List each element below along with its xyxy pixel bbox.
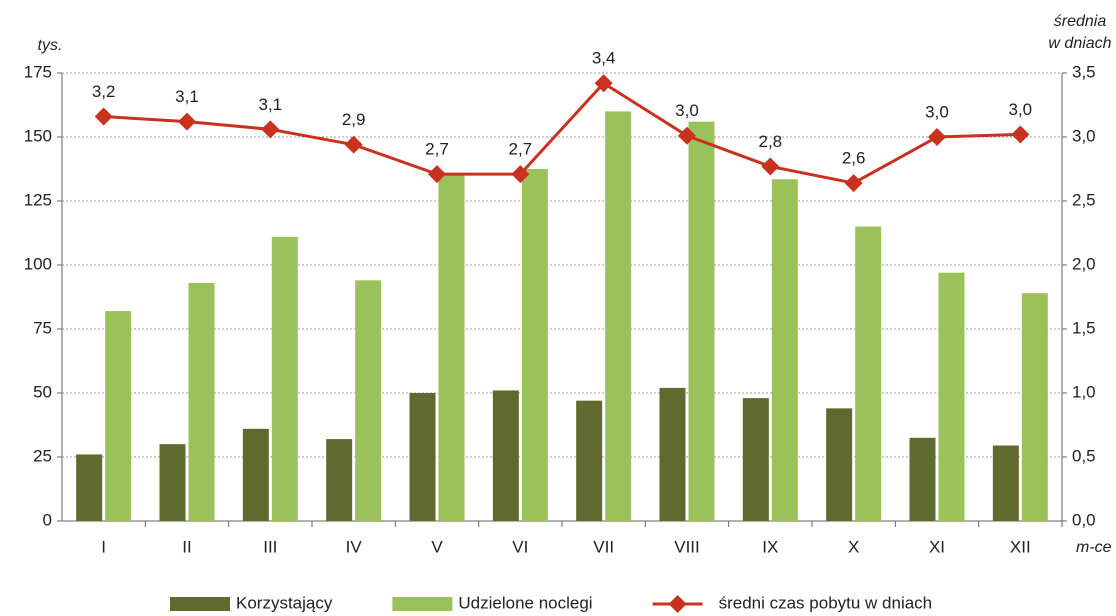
marker (844, 174, 863, 193)
y2-tick-label: 0,5 (1072, 446, 1096, 465)
marker (594, 74, 613, 93)
y-tick-label: 25 (33, 446, 52, 465)
legend-label: Korzystający (236, 593, 333, 612)
bar (576, 400, 603, 521)
bar (826, 408, 853, 521)
data-label: 2,9 (342, 110, 366, 129)
y2-tick-label: 2,0 (1072, 254, 1096, 273)
data-label: 2,6 (842, 149, 866, 168)
marker (94, 107, 113, 126)
y2-tick-label: 2,5 (1072, 190, 1096, 209)
bar (688, 121, 715, 521)
x-tick-label: XI (929, 537, 945, 556)
bar (355, 280, 382, 521)
bar (521, 169, 548, 521)
legend-marker (668, 595, 687, 613)
bar (492, 390, 519, 521)
bar (771, 179, 798, 522)
data-label: 3,2 (92, 82, 116, 101)
data-label: 3,0 (1009, 100, 1033, 119)
bar (742, 398, 769, 521)
y-tick-label: 175 (24, 62, 52, 81)
bar (326, 439, 353, 521)
marker (261, 120, 280, 139)
y2-tick-label: 1,0 (1072, 382, 1096, 401)
y-tick-label: 150 (24, 126, 52, 145)
y2-tick-label: 0,0 (1072, 510, 1096, 529)
data-label: 2,7 (509, 140, 533, 159)
bar (105, 311, 132, 521)
legend-label: Udzielone noclegi (458, 593, 592, 612)
data-label: 3,0 (675, 101, 699, 120)
bar (1021, 293, 1048, 521)
data-label: 3,1 (175, 87, 199, 106)
data-label: 2,8 (759, 132, 783, 151)
bar (938, 272, 965, 521)
bar (438, 175, 465, 521)
legend-label: średni czas pobytu w dniach (719, 593, 933, 612)
x-tick-label: VIII (674, 537, 700, 556)
x-tick-label: II (182, 537, 191, 556)
bar (242, 428, 269, 521)
y2-tick-label: 3,5 (1072, 62, 1096, 81)
bar (659, 387, 686, 521)
bar (605, 111, 632, 522)
bar (76, 454, 103, 521)
bar (992, 445, 1019, 521)
marker (344, 135, 363, 154)
x-tick-label: IV (346, 537, 363, 556)
marker (678, 126, 696, 145)
marker (511, 165, 530, 184)
x-tick-label: VII (593, 537, 614, 556)
x-axis-label: m-ce (1076, 539, 1112, 556)
bar (159, 444, 186, 521)
y-tick-label: 0 (43, 510, 52, 529)
bar (188, 282, 215, 521)
bar (909, 437, 936, 521)
y2-tick-label: 1,5 (1072, 318, 1096, 337)
legend-swatch (170, 597, 230, 611)
y-tick-label: 75 (33, 318, 52, 337)
bar (855, 226, 882, 521)
data-label: 3,0 (925, 102, 949, 121)
marker (761, 157, 780, 176)
marker (428, 165, 446, 184)
y2-axis-label: w dniach (1048, 35, 1111, 52)
marker (178, 112, 196, 131)
line (103, 81, 1021, 185)
y2-tick-label: 3,0 (1072, 126, 1096, 145)
x-tick-label: VI (512, 537, 528, 556)
data-label: 3,4 (592, 49, 616, 68)
y-tick-label: 125 (24, 190, 52, 209)
x-tick-label: X (848, 537, 859, 556)
x-tick-label: XII (1010, 537, 1031, 556)
marker (928, 128, 946, 146)
data-label: 2,7 (425, 140, 449, 159)
bar (409, 393, 436, 521)
y2-axis-label: średnia (1054, 13, 1107, 30)
x-tick-label: IX (762, 537, 778, 556)
x-tick-label: V (431, 537, 443, 556)
data-label: 3,1 (259, 95, 283, 114)
y-axis-label: tys. (38, 37, 63, 54)
x-tick-label: I (101, 537, 106, 556)
bar (271, 236, 298, 521)
y-tick-label: 50 (33, 382, 52, 401)
x-tick-label: III (263, 537, 277, 556)
legend-swatch (392, 597, 453, 611)
marker (1011, 125, 1030, 144)
y-tick-label: 100 (24, 254, 52, 273)
